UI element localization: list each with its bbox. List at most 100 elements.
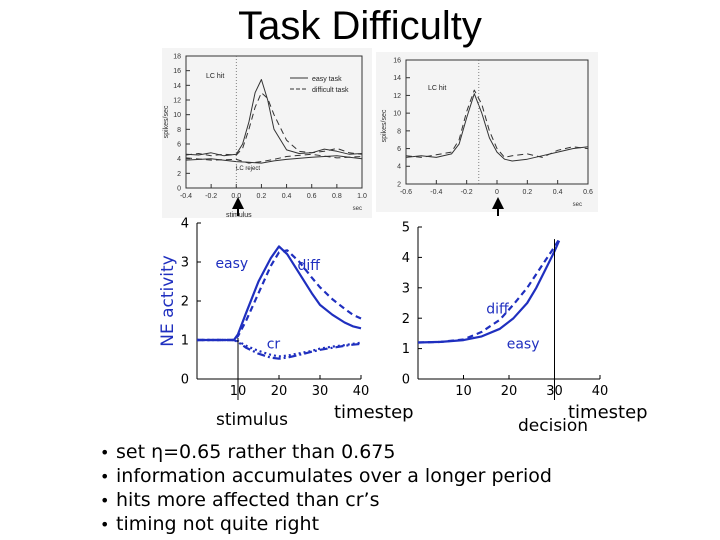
easy-annotation: easy <box>215 256 248 272</box>
bullet-dot-icon: • <box>100 443 110 462</box>
x-tick-label: -0.4 <box>180 193 192 200</box>
bullet-item: • set η=0.65 rather than 0.675 <box>100 441 396 463</box>
response-arrow-icon <box>492 197 504 216</box>
lc-hit-annotation: LC hit <box>206 73 224 80</box>
series-line-2 <box>405 89 589 158</box>
x-tick-label: 0.0 <box>231 193 241 200</box>
timestep-label-left: timestep <box>334 402 414 423</box>
recorded-stimulus-chart: 0 2 4 6 8 10 12 14 16 18 -0.4 -0.2 0.0 0.2 0.4 0.6 0.8 1.… <box>163 53 367 219</box>
y-tick-label: 1 <box>181 334 189 349</box>
x-tick-label: 0.4 <box>553 189 563 196</box>
y-axis-label: spikes/sec <box>381 109 388 142</box>
series-line-1 <box>197 245 362 342</box>
x-tick-label: 30 <box>312 384 329 399</box>
y-tick-label: 1 <box>402 342 410 357</box>
x-tick-label: -0.6 <box>400 189 412 196</box>
y-tick-label: 10 <box>393 111 401 118</box>
bullet-item: • information accumulates over a longer p… <box>100 465 552 487</box>
slide-title: Task Difficulty <box>238 4 482 48</box>
x-tick-label: 40 <box>592 384 609 399</box>
series-line-1 <box>185 79 363 157</box>
recorded-response-chart: 2 4 6 8 10 12 14 16 -0.6 -0.4 -0.2 0 0.2 0.4 0.6 spikes… <box>381 57 593 208</box>
y-tick-label: 14 <box>173 83 181 90</box>
y-tick-label: 2 <box>397 181 401 188</box>
y-tick-label: 12 <box>173 97 181 104</box>
series-line-2 <box>417 238 561 344</box>
scan-background-right <box>376 52 598 212</box>
x-tick-label: 0.2 <box>257 193 267 200</box>
stimulus-label: stimulus <box>216 410 288 430</box>
y-tick-label: 3 <box>402 281 410 296</box>
x-unit-label: sec <box>573 202 582 208</box>
x-unit-label: sec <box>353 206 362 212</box>
y-tick-label: 4 <box>181 217 189 232</box>
x-tick-label: 20 <box>271 384 288 399</box>
bullet-list: • set η=0.65 rather than 0.675 • informati… <box>100 440 552 536</box>
y-tick-label: 16 <box>173 68 181 75</box>
lc-hit-annotation: LC hit <box>428 85 446 92</box>
series-line-1 <box>405 93 589 162</box>
y-tick-label: 12 <box>393 93 401 100</box>
x-tick-label: 40 <box>353 384 370 399</box>
series-line-3 <box>185 155 363 164</box>
diff-annotation: diff <box>297 258 320 274</box>
x-tick-label: 0.2 <box>522 189 532 196</box>
y-tick-label: 8 <box>397 128 401 135</box>
series-line-2 <box>197 249 362 342</box>
y-tick-label: 4 <box>397 164 401 171</box>
series-line-3 <box>197 338 362 360</box>
bullet-dot-icon: • <box>100 515 110 534</box>
scan-background-left <box>162 48 372 218</box>
y-axis-label: spikes/sec <box>163 105 170 138</box>
plot-frame <box>405 59 589 185</box>
x-tick-label: 0.6 <box>583 189 593 196</box>
stimulus-caption: stimulus <box>226 212 252 219</box>
x-tick-label: 10 <box>455 384 472 399</box>
timestep-label-right: timestep <box>568 402 648 423</box>
bullet-item: • hits more affected than cr’s <box>100 489 380 511</box>
y-tick-label: 2 <box>181 295 189 310</box>
x-tick-label: 0.8 <box>332 193 342 200</box>
y-tick-label: 14 <box>393 75 401 82</box>
y-tick-label: 6 <box>397 146 401 153</box>
x-tick-label: -0.2 <box>205 193 217 200</box>
x-tick-label: 1.0 <box>357 193 367 200</box>
y-tick-label: 0 <box>177 185 181 192</box>
bullet-item: • timing not quite right <box>100 513 320 535</box>
x-tick-label: -0.2 <box>461 189 473 196</box>
x-tick-label: 0 <box>495 189 499 196</box>
y-axis-label: NE activity <box>158 255 178 347</box>
y-tick-label: 16 <box>393 57 401 64</box>
y-tick-label: 4 <box>177 156 181 163</box>
y-tick-label: 10 <box>173 112 181 119</box>
cr-annotation: cr <box>267 337 281 353</box>
lc-reject-annotation: LC reject <box>236 166 260 172</box>
easy-annotation: easy <box>507 337 540 353</box>
x-tick-label: 20 <box>501 384 518 399</box>
bullet-dot-icon: • <box>100 491 110 510</box>
y-tick-label: 2 <box>402 312 410 327</box>
legend-label-easy: easy task <box>312 76 342 83</box>
stimulus-arrow-icon <box>232 197 244 216</box>
series-line-2 <box>185 92 363 157</box>
series-line-4 <box>185 153 363 164</box>
y-tick-label: 18 <box>173 53 181 60</box>
y-tick-label: 0 <box>181 373 189 388</box>
plot-frame <box>185 55 363 189</box>
y-tick-label: 8 <box>177 127 181 134</box>
y-tick-label: 6 <box>177 141 181 148</box>
y-tick-label: 4 <box>402 251 410 266</box>
y-tick-label: 0 <box>402 373 410 388</box>
y-tick-label: 5 <box>402 221 410 236</box>
bullet-dot-icon: • <box>100 467 110 486</box>
series-line-1 <box>417 240 561 344</box>
x-tick-label: 0.4 <box>282 193 292 200</box>
x-tick-label: -0.4 <box>430 189 442 196</box>
decision-label: decision <box>518 416 589 436</box>
diff-annotation: diff <box>486 302 509 318</box>
y-tick-label: 3 <box>181 256 189 271</box>
y-tick-label: 2 <box>177 171 181 178</box>
legend-label-difficult: difficult task <box>312 87 349 94</box>
